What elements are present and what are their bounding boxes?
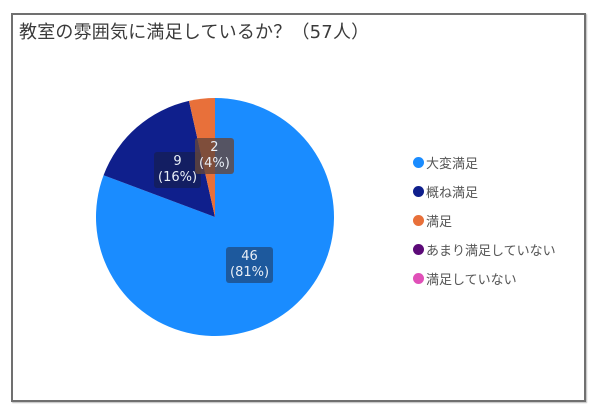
label-percent: (81%): [230, 265, 270, 280]
legend-dot-icon: [413, 273, 424, 284]
legend: 大変満足 概ね満足 満足 あまり満足していない 満足していない: [413, 148, 556, 293]
legend-label: 大変満足: [426, 157, 479, 172]
legend-item-very-satisfied[interactable]: 大変満足: [413, 148, 556, 177]
legend-dot-icon: [413, 244, 424, 255]
legend-label: 概ね満足: [426, 186, 479, 201]
legend-label: 満足していない: [426, 273, 517, 288]
data-label-very-satisfied: 46 (81%): [226, 247, 274, 283]
legend-dot-icon: [413, 215, 424, 226]
legend-label: あまり満足していない: [426, 244, 556, 259]
legend-item-mostly-satisfied[interactable]: 概ね満足: [413, 177, 556, 206]
legend-item-not-satisfied[interactable]: 満足していない: [413, 264, 556, 293]
label-value: 9: [173, 154, 182, 169]
legend-label: 満足: [426, 215, 453, 230]
legend-dot-icon: [413, 186, 424, 197]
label-value: 2: [210, 140, 219, 155]
label-percent: (16%): [158, 170, 198, 185]
data-label-satisfied: 2 (4%): [195, 138, 234, 174]
label-percent: (4%): [199, 156, 230, 171]
legend-item-satisfied[interactable]: 満足: [413, 206, 556, 235]
legend-item-not-very-satisfied[interactable]: あまり満足していない: [413, 235, 556, 264]
label-value: 46: [241, 249, 258, 264]
chart-title: 教室の雰囲気に満足しているか？（57人）: [19, 22, 370, 43]
slice-very-satisfied[interactable]: [95, 98, 334, 337]
data-label-mostly-satisfied: 9 (16%): [154, 152, 202, 188]
legend-dot-icon: [413, 157, 424, 168]
